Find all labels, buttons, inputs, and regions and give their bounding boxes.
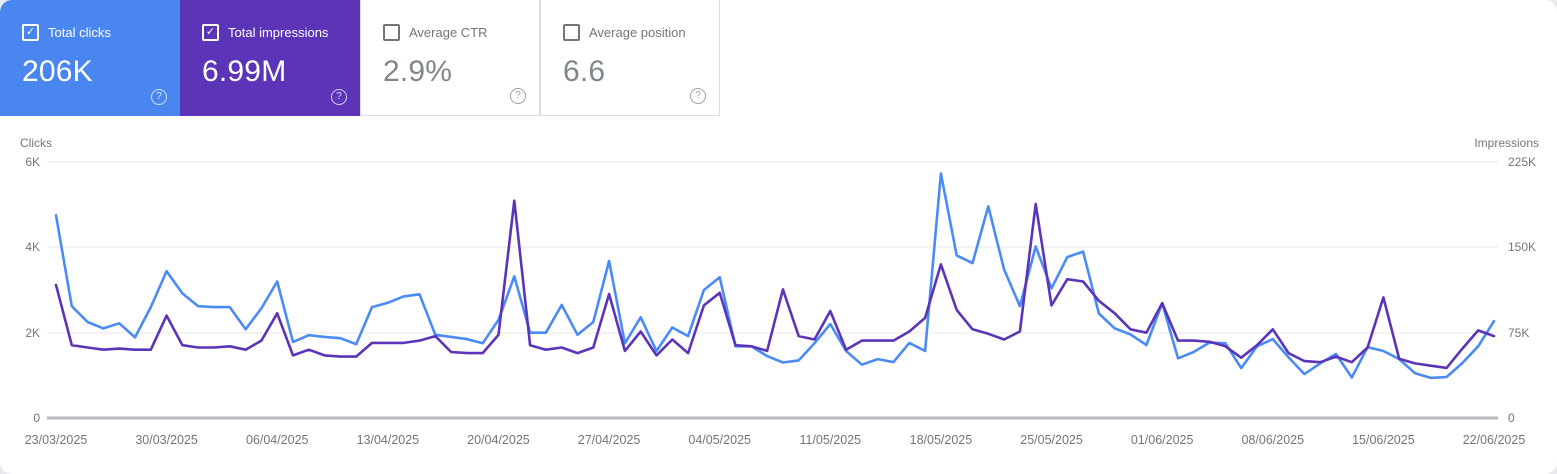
x-axis-date-label: 30/03/2025 [135,433,198,447]
right-axis-title: Impressions [1474,136,1539,150]
x-axis-date-label: 27/04/2025 [577,433,641,447]
metric-card-average-position[interactable]: Average position 6.6 ? [540,0,720,116]
total-impressions-label: Total impressions [228,25,329,40]
metric-card-total-clicks[interactable]: ✓ Total clicks 206K ? [0,0,180,116]
total-clicks-label: Total clicks [48,25,111,40]
metric-card-average-ctr[interactable]: Average CTR 2.9% ? [360,0,540,116]
x-axis-date-label: 22/06/2025 [1462,433,1526,447]
average-ctr-label: Average CTR [409,25,488,40]
x-axis-date-label: 13/04/2025 [356,433,420,447]
x-axis-date-label: 18/05/2025 [909,433,973,447]
total-clicks-checkbox-icon[interactable]: ✓ [22,24,39,41]
help-icon[interactable]: ? [510,88,526,104]
impressions-line-series[interactable] [54,199,1496,370]
left-axis-tick: 6K [25,155,40,169]
right-axis-tick: 225K [1508,155,1537,169]
clicks-line-series[interactable] [54,172,1496,380]
right-axis-tick: 75K [1508,326,1530,340]
x-axis-date-label: 06/04/2025 [245,433,309,447]
left-axis-title: Clicks [20,136,52,150]
help-icon[interactable]: ? [690,88,706,104]
help-icon[interactable]: ? [151,89,167,105]
average-position-label: Average position [589,25,686,40]
x-axis-date-label: 15/06/2025 [1352,433,1415,447]
average-position-checkbox-icon[interactable] [563,24,580,41]
metric-card-total-impressions[interactable]: ✓ Total impressions 6.99M ? [180,0,360,116]
x-axis-date-label: 11/05/2025 [799,433,862,447]
right-axis-tick: 0 [1508,411,1515,425]
x-axis-date-label: 20/04/2025 [467,433,530,447]
average-ctr-value: 2.9% [383,55,453,88]
x-axis-date-label: 04/05/2025 [688,433,751,447]
metric-cards-row: ✓ Total clicks 206K ? ✓ Total impression… [0,0,720,116]
average-position-value: 6.6 [563,55,606,88]
total-impressions-value: 6.99M [202,55,287,88]
total-clicks-value: 206K [22,55,93,88]
left-axis-tick: 4K [25,240,40,254]
left-axis-tick: 0 [33,411,40,425]
x-axis-date-label: 25/05/2025 [1020,433,1083,447]
x-axis-date-label: 08/06/2025 [1241,433,1305,447]
x-axis-date-label: 23/03/2025 [24,433,88,447]
average-ctr-checkbox-icon[interactable] [383,24,400,41]
total-impressions-checkbox-icon[interactable]: ✓ [202,24,219,41]
x-axis-date-label: 01/06/2025 [1130,433,1194,447]
left-axis-tick: 2K [25,326,40,340]
right-axis-tick: 150K [1508,240,1537,254]
help-icon[interactable]: ? [331,89,347,105]
